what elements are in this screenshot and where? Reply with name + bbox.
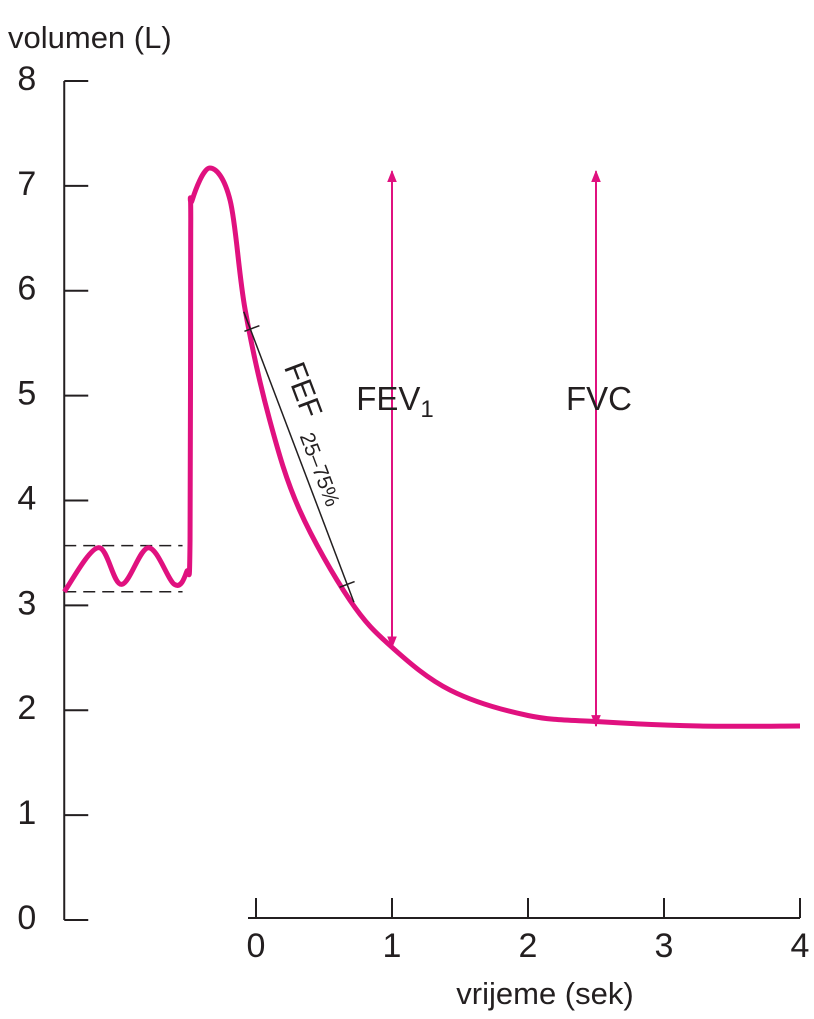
x-tick-label: 4: [791, 927, 810, 965]
fef-label: FEF 25–75%: [277, 358, 344, 510]
y-tick-label: 0: [17, 899, 36, 937]
y-tick-label: 8: [17, 60, 36, 98]
y-tick-label: 6: [17, 270, 36, 308]
y-tick-label: 7: [17, 165, 36, 203]
fef-label-sub: 25–75%: [295, 429, 344, 509]
arrow-label: FVC: [566, 380, 632, 417]
arrow-label-main: FEV: [356, 380, 420, 417]
volume-curve: [62, 165, 801, 729]
x-axis-label: vrijeme (sek): [456, 976, 633, 1011]
x-tick-label: 2: [519, 927, 538, 965]
y-tick-label: 2: [17, 689, 36, 727]
y-tick-label: 3: [17, 584, 36, 622]
fef-tick: [339, 580, 355, 588]
x-tick-label: 0: [247, 927, 266, 965]
arrow-label-sub: 1: [420, 396, 433, 423]
y-tick-label: 1: [17, 794, 36, 832]
fef-tick: [244, 324, 260, 333]
fef-label-main: FEF: [277, 358, 328, 423]
fef-line: [243, 311, 355, 603]
x-tick-label: 3: [655, 927, 674, 965]
arrow-label: FEV1: [356, 380, 434, 424]
y-tick-label: 5: [17, 375, 36, 413]
x-tick-label: 1: [383, 927, 402, 965]
arrow-label-main: FVC: [566, 380, 632, 417]
y-axis-label: volumen (L): [8, 20, 172, 55]
y-tick-label: 4: [17, 479, 36, 517]
